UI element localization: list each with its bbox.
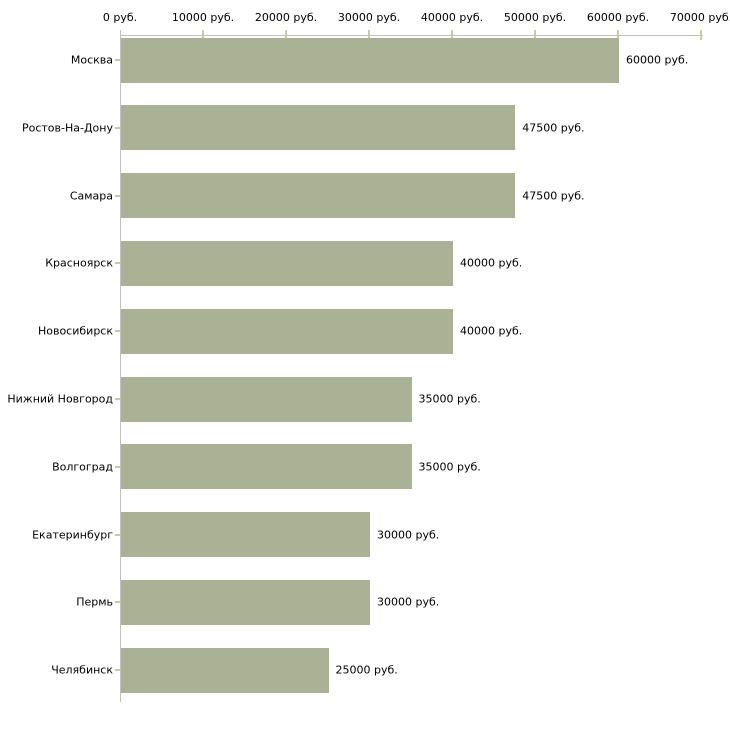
bar-7 [121, 444, 412, 490]
value-label: 47500 руб. [522, 189, 585, 203]
x-axis-tick-label: 70000 руб. [669, 11, 730, 24]
bar-9 [121, 579, 370, 625]
category-label: Красноярск [45, 256, 113, 270]
bar-1 [121, 37, 619, 83]
value-label: 35000 руб. [418, 460, 481, 474]
value-label: 60000 руб. [626, 53, 689, 67]
category-tick-mark [115, 262, 120, 265]
category-tick-mark [115, 533, 120, 536]
category-label: Москва [70, 53, 113, 67]
category-tick-mark [115, 398, 120, 400]
value-label: 47500 руб. [522, 121, 585, 135]
bar-4 [121, 240, 453, 286]
category-label: Ростов-На-Дону [21, 121, 113, 135]
x-axis-tick-label: 50000 руб. [503, 11, 567, 24]
category-tick-mark [115, 465, 120, 468]
bar-3 [121, 173, 516, 219]
category-label: Самара [69, 189, 113, 203]
y-axis-line [120, 30, 121, 702]
bar-6 [121, 376, 412, 422]
x-axis-tick-label: 10000 руб. [171, 11, 235, 24]
value-label: 40000 руб. [460, 324, 523, 338]
category-label: Екатеринбург [32, 528, 113, 542]
category-tick-mark [115, 330, 120, 333]
bar-5 [121, 308, 453, 354]
value-label: 40000 руб. [460, 256, 523, 270]
category-label: Челябинск [51, 663, 113, 677]
bar-10 [121, 647, 329, 693]
category-label: Нижний Новгород [7, 392, 113, 406]
x-axis-tick-label: 60000 руб. [586, 11, 650, 24]
category-label: Волгоград [52, 460, 113, 474]
category-label: Новосибирск [37, 324, 113, 338]
x-axis-tick-label: 40000 руб. [420, 11, 484, 24]
x-axis-tick-label: 30000 руб. [337, 11, 401, 24]
category-tick-mark [115, 194, 120, 197]
category-label: Пермь [76, 595, 113, 609]
value-label: 25000 руб. [335, 663, 398, 677]
value-label: 35000 руб. [418, 392, 481, 406]
bar-2 [121, 105, 516, 151]
x-axis-line [120, 35, 703, 36]
category-tick-mark [115, 601, 120, 604]
value-label: 30000 руб. [377, 528, 440, 542]
x-axis-tick-label: 0 руб. [102, 11, 138, 24]
x-axis-tick-label: 20000 руб. [254, 11, 318, 24]
bar-8 [121, 512, 370, 558]
value-label: 30000 руб. [377, 595, 440, 609]
category-tick-mark [115, 59, 120, 61]
category-tick-mark [115, 126, 120, 129]
category-tick-mark [115, 669, 120, 672]
